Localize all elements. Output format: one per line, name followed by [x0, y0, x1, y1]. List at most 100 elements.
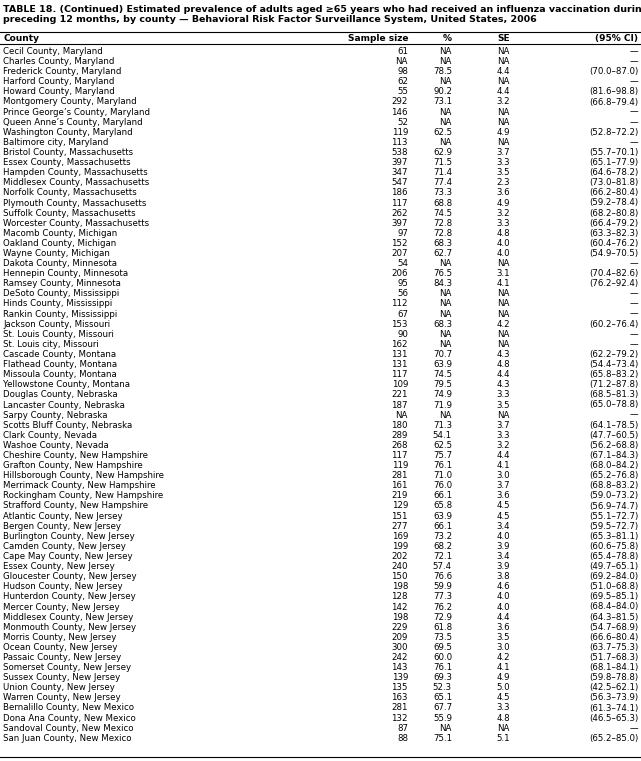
Text: —: — [629, 78, 638, 86]
Text: 128: 128 [392, 592, 408, 601]
Text: 3.6: 3.6 [496, 622, 510, 632]
Text: (64.6–78.2): (64.6–78.2) [588, 168, 638, 177]
Text: (46.5–65.3): (46.5–65.3) [588, 714, 638, 723]
Text: (61.3–74.1): (61.3–74.1) [588, 703, 638, 712]
Text: 139: 139 [392, 673, 408, 682]
Text: 4.9: 4.9 [497, 128, 510, 137]
Text: Scotts Bluff County, Nebraska: Scotts Bluff County, Nebraska [3, 421, 132, 430]
Text: NA: NA [497, 78, 510, 86]
Text: (62.2–79.2): (62.2–79.2) [589, 350, 638, 359]
Text: 163: 163 [392, 693, 408, 702]
Text: (65.8–83.2): (65.8–83.2) [588, 370, 638, 379]
Text: Queen Anne’s County, Maryland: Queen Anne’s County, Maryland [3, 118, 143, 126]
Text: Washoe County, Nevada: Washoe County, Nevada [3, 441, 109, 450]
Text: (81.6–98.8): (81.6–98.8) [589, 88, 638, 97]
Text: St. Louis County, Missouri: St. Louis County, Missouri [3, 330, 114, 339]
Text: (65.4–78.8): (65.4–78.8) [588, 552, 638, 561]
Text: 169: 169 [392, 532, 408, 541]
Text: 61.8: 61.8 [433, 622, 452, 632]
Text: 3.3: 3.3 [496, 703, 510, 712]
Text: 59.9: 59.9 [433, 582, 452, 591]
Text: NA: NA [497, 47, 510, 56]
Text: Somerset County, New Jersey: Somerset County, New Jersey [3, 663, 131, 672]
Text: (68.2–80.8): (68.2–80.8) [588, 209, 638, 218]
Text: (66.6–80.4): (66.6–80.4) [588, 633, 638, 642]
Text: Strafford County, New Hampshire: Strafford County, New Hampshire [3, 501, 148, 511]
Text: (60.2–76.4): (60.2–76.4) [588, 320, 638, 329]
Text: 98: 98 [397, 67, 408, 76]
Text: 3.2: 3.2 [496, 209, 510, 218]
Text: 72.9: 72.9 [433, 613, 452, 622]
Text: 72.8: 72.8 [433, 218, 452, 228]
Text: 54: 54 [397, 259, 408, 268]
Text: Merrimack County, New Hampshire: Merrimack County, New Hampshire [3, 481, 156, 490]
Text: 268: 268 [392, 441, 408, 450]
Text: 76.0: 76.0 [433, 481, 452, 490]
Text: Prince George’s County, Maryland: Prince George’s County, Maryland [3, 107, 150, 116]
Text: (70.4–82.6): (70.4–82.6) [588, 269, 638, 279]
Text: 56: 56 [397, 289, 408, 298]
Text: 62: 62 [397, 78, 408, 86]
Text: 4.9: 4.9 [497, 199, 510, 208]
Text: NA: NA [497, 289, 510, 298]
Text: 3.6: 3.6 [496, 189, 510, 197]
Text: Mercer County, New Jersey: Mercer County, New Jersey [3, 603, 120, 612]
Text: Hinds County, Mississippi: Hinds County, Mississippi [3, 300, 112, 308]
Text: Sussex County, New Jersey: Sussex County, New Jersey [3, 673, 121, 682]
Text: (55.7–70.1): (55.7–70.1) [588, 148, 638, 157]
Text: Howard County, Maryland: Howard County, Maryland [3, 88, 115, 97]
Text: 3.9: 3.9 [497, 542, 510, 551]
Text: Ramsey County, Minnesota: Ramsey County, Minnesota [3, 279, 121, 288]
Text: Hampden County, Massachusetts: Hampden County, Massachusetts [3, 168, 147, 177]
Text: 4.8: 4.8 [496, 360, 510, 369]
Text: 4.5: 4.5 [496, 693, 510, 702]
Text: Essex County, New Jersey: Essex County, New Jersey [3, 562, 115, 571]
Text: 151: 151 [392, 511, 408, 521]
Text: 79.5: 79.5 [433, 380, 452, 390]
Text: (60.6–75.8): (60.6–75.8) [588, 542, 638, 551]
Text: (65.2–85.0): (65.2–85.0) [588, 734, 638, 743]
Text: 5.0: 5.0 [496, 683, 510, 693]
Text: Hunterdon County, New Jersey: Hunterdon County, New Jersey [3, 592, 136, 601]
Text: (56.9–74.7): (56.9–74.7) [589, 501, 638, 511]
Text: 3.3: 3.3 [496, 431, 510, 440]
Text: 88: 88 [397, 734, 408, 743]
Text: Sarpy County, Nebraska: Sarpy County, Nebraska [3, 411, 108, 419]
Text: Harford County, Maryland: Harford County, Maryland [3, 78, 114, 86]
Text: 74.5: 74.5 [433, 370, 452, 379]
Text: Norfolk County, Massachusetts: Norfolk County, Massachusetts [3, 189, 137, 197]
Text: (65.3–81.1): (65.3–81.1) [588, 532, 638, 541]
Text: 63.9: 63.9 [433, 360, 452, 369]
Text: 90: 90 [397, 330, 408, 339]
Text: NA: NA [497, 310, 510, 319]
Text: 68.2: 68.2 [433, 542, 452, 551]
Text: Worcester County, Massachusetts: Worcester County, Massachusetts [3, 218, 149, 228]
Text: Union County, New Jersey: Union County, New Jersey [3, 683, 115, 693]
Text: NA: NA [440, 340, 452, 349]
Text: 52: 52 [397, 118, 408, 126]
Text: (68.1–84.1): (68.1–84.1) [588, 663, 638, 672]
Text: 4.6: 4.6 [496, 582, 510, 591]
Text: 72.8: 72.8 [433, 229, 452, 237]
Text: (60.4–76.2): (60.4–76.2) [588, 239, 638, 248]
Text: Passaic County, New Jersey: Passaic County, New Jersey [3, 653, 121, 662]
Text: (54.9–70.5): (54.9–70.5) [589, 249, 638, 258]
Text: Hudson County, New Jersey: Hudson County, New Jersey [3, 582, 122, 591]
Text: NA: NA [440, 300, 452, 308]
Text: 75.1: 75.1 [433, 734, 452, 743]
Text: 4.4: 4.4 [496, 67, 510, 76]
Text: 76.2: 76.2 [433, 603, 452, 612]
Text: NA: NA [440, 118, 452, 126]
Text: Ocean County, New Jersey: Ocean County, New Jersey [3, 643, 117, 652]
Text: 162: 162 [392, 340, 408, 349]
Text: 547: 547 [392, 178, 408, 187]
Text: Middlesex County, New Jersey: Middlesex County, New Jersey [3, 613, 133, 622]
Text: (63.3–82.3): (63.3–82.3) [588, 229, 638, 237]
Text: 3.7: 3.7 [496, 421, 510, 430]
Text: 71.9: 71.9 [433, 400, 452, 409]
Text: 262: 262 [392, 209, 408, 218]
Text: Essex County, Massachusetts: Essex County, Massachusetts [3, 158, 131, 167]
Text: 3.4: 3.4 [496, 552, 510, 561]
Text: 292: 292 [392, 97, 408, 107]
Text: 153: 153 [392, 320, 408, 329]
